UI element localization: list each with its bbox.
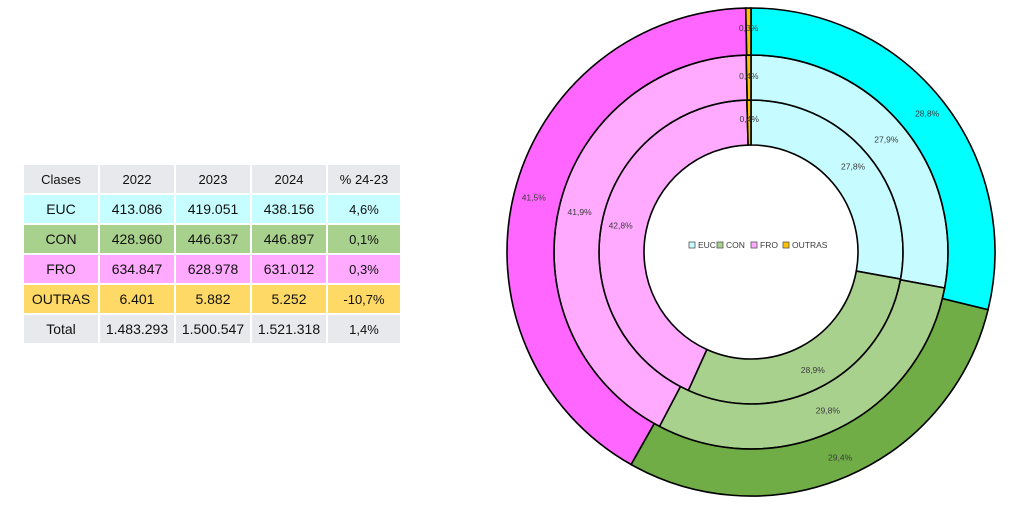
header-cell: % 24-23 [328, 165, 400, 193]
legend-label: CON [726, 240, 745, 250]
table-cell: 419.051 [176, 195, 250, 223]
data-label: 42,8% [609, 221, 634, 231]
table-cell: EUC [24, 195, 98, 223]
legend-label: EUC [698, 240, 716, 250]
table-cell: 1,4% [328, 315, 400, 343]
table-cell: 1.483.293 [100, 315, 174, 343]
data-label: 27,8% [841, 162, 866, 172]
table-header-row: Clases 2022 2023 2024 % 24-23 [24, 165, 400, 193]
header-cell: 2024 [252, 165, 326, 193]
data-label: 0,4% [740, 114, 760, 124]
data-label: 41,9% [568, 207, 593, 217]
legend-label: OUTRAS [792, 240, 828, 250]
table-row: OUTRAS 6.401 5.882 5.252 -10,7% [24, 285, 400, 313]
legend: EUC CON FRO OUTRAS [688, 240, 828, 250]
table-cell: 6.401 [100, 285, 174, 313]
table-cell: 4,6% [328, 195, 400, 223]
table-cell: 631.012 [252, 255, 326, 283]
legend-swatch [782, 241, 790, 249]
data-label: 28,9% [801, 365, 826, 375]
table-cell: 1.500.547 [176, 315, 250, 343]
table-cell: 5.882 [176, 285, 250, 313]
table-cell: 413.086 [100, 195, 174, 223]
table-row: EUC 413.086 419.051 438.156 4,6% [24, 195, 400, 223]
table-cell: 438.156 [252, 195, 326, 223]
table-cell: CON [24, 225, 98, 253]
data-label: 0,4% [739, 71, 759, 81]
legend-swatch [750, 241, 758, 249]
legend-swatch [688, 241, 696, 249]
table-cell: -10,7% [328, 285, 400, 313]
table-row: FRO 634.847 628.978 631.012 0,3% [24, 255, 400, 283]
table-row: CON 428.960 446.637 446.897 0,1% [24, 225, 400, 253]
data-label: 0,3% [739, 23, 759, 33]
donut-segment-2024-fro [506, 7, 748, 466]
table-cell: 0,1% [328, 225, 400, 253]
donut-segment-2024-outras [744, 7, 752, 56]
legend-swatch [716, 241, 724, 249]
table-cell: Total [24, 315, 98, 343]
data-label: 28,8% [915, 109, 940, 119]
table-row: Total 1.483.293 1.500.547 1.521.318 1,4% [24, 315, 400, 343]
legend-label: FRO [760, 240, 778, 250]
header-cell: Clases [24, 165, 98, 193]
header-cell: 2022 [100, 165, 174, 193]
data-table: Clases 2022 2023 2024 % 24-23 EUC 413.08… [22, 163, 402, 345]
table-cell: 428.960 [100, 225, 174, 253]
table-cell: 628.978 [176, 255, 250, 283]
data-label: 27,9% [874, 135, 899, 145]
data-label: 29,8% [816, 405, 841, 415]
table-cell: 634.847 [100, 255, 174, 283]
table-cell: FRO [24, 255, 98, 283]
table-cell: 5.252 [252, 285, 326, 313]
table-cell: 446.897 [252, 225, 326, 253]
table-cell: 1.521.318 [252, 315, 326, 343]
data-label: 29,4% [828, 453, 853, 463]
header-cell: 2023 [176, 165, 250, 193]
table-cell: 446.637 [176, 225, 250, 253]
table-cell: 0,3% [328, 255, 400, 283]
data-label: 41,5% [522, 192, 547, 202]
table-cell: OUTRAS [24, 285, 98, 313]
